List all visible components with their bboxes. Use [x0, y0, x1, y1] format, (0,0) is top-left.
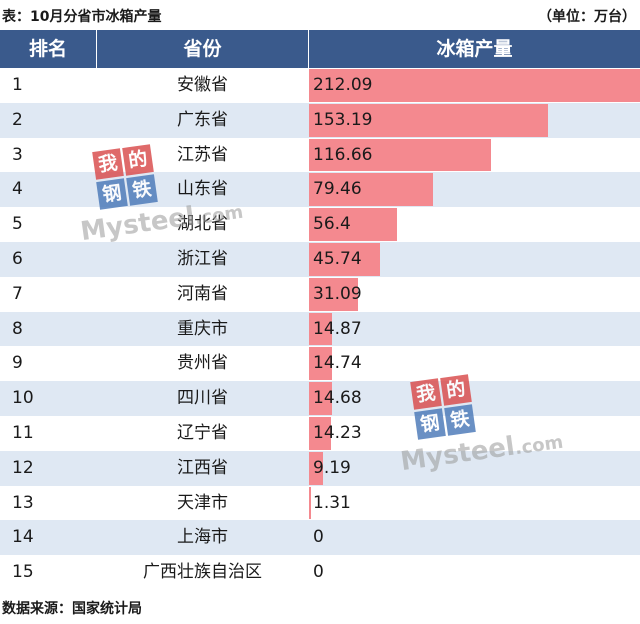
value-bar	[309, 312, 333, 346]
province-cell: 湖北省	[177, 214, 228, 235]
value-bar	[309, 486, 312, 520]
province-cell: 辽宁省	[177, 422, 228, 443]
value-cell: 31.09	[309, 277, 640, 312]
province-cell: 浙江省	[177, 248, 228, 269]
province-cell: 贵州省	[177, 353, 228, 374]
province-cell: 江苏省	[177, 144, 228, 165]
rank-cell: 6	[12, 248, 23, 269]
rank-cell: 13	[12, 492, 34, 513]
value-label: 31.09	[313, 283, 362, 304]
value-label: 153.19	[313, 109, 373, 130]
value-label: 79.46	[313, 179, 362, 200]
province-cell: 四川省	[177, 388, 228, 409]
rank-cell: 1	[12, 75, 23, 95]
header-value: 冰箱产量	[436, 38, 513, 60]
value-bar	[309, 347, 332, 381]
value-bar	[309, 416, 332, 450]
value-label: 9.19	[313, 457, 351, 478]
value-cell: 14.87	[309, 312, 640, 347]
province-cell: 上海市	[177, 527, 228, 548]
value-cell: 56.4	[309, 207, 640, 242]
table-row: 5 湖北省 56.4	[0, 207, 640, 242]
value-label: 14.68	[313, 388, 362, 409]
province-cell: 天津市	[177, 492, 228, 513]
value-cell: 0	[309, 520, 640, 555]
value-bar	[309, 173, 433, 207]
value-label: 0	[313, 562, 324, 583]
value-label: 1.31	[313, 492, 351, 513]
table-row: 4 山东省 79.46	[0, 172, 640, 208]
table-row: 8 重庆市 14.87	[0, 311, 640, 347]
rank-cell: 9	[12, 353, 23, 374]
table-row: 13 天津市 1.31	[0, 485, 640, 521]
rank-cell: 5	[12, 214, 23, 235]
rank-cell: 4	[12, 179, 23, 200]
unit-label: （单位：万台）	[538, 9, 636, 25]
table-row: 2 广东省 153.19	[0, 102, 640, 138]
value-label: 212.09	[313, 75, 373, 95]
table-header: 排名 省份 冰箱产量	[0, 30, 640, 68]
province-cell: 重庆市	[177, 318, 228, 339]
province-cell: 河南省	[177, 283, 228, 304]
value-cell: 0	[309, 555, 640, 590]
rank-cell: 15	[12, 562, 34, 583]
value-label: 56.4	[313, 214, 351, 235]
value-label: 45.74	[313, 248, 362, 269]
rank-cell: 3	[12, 144, 23, 165]
rank-cell: 2	[12, 109, 23, 130]
header-province: 省份	[96, 30, 309, 68]
province-cell: 山东省	[177, 179, 228, 200]
value-bar	[309, 277, 358, 311]
value-cell: 116.66	[309, 138, 640, 173]
value-cell: 79.46	[309, 172, 640, 207]
value-bar	[309, 208, 398, 241]
table-row: 11 辽宁省 14.23	[0, 415, 640, 451]
table-body: 1 安徽省 212.09 2 广东省 153.19 3 江苏省 116.66 4 山东省 79.46 5…	[0, 68, 640, 590]
table-row: 9 贵州省 14.74	[0, 346, 640, 382]
table-caption-bar: 表：10月分省市冰箱产量 （单位：万台）	[0, 0, 640, 30]
value-label: 116.66	[313, 144, 373, 165]
value-bar	[309, 138, 492, 172]
table-row: 14 上海市 0	[0, 520, 640, 556]
value-cell: 14.23	[309, 416, 640, 451]
table-row: 7 河南省 31.09	[0, 276, 640, 312]
table-row: 10 四川省 14.68	[0, 381, 640, 416]
table-row: 6 浙江省 45.74	[0, 241, 640, 277]
province-cell: 广西壮族自治区	[143, 562, 262, 583]
rank-cell: 8	[12, 318, 23, 339]
value-cell: 14.68	[309, 381, 640, 416]
value-cell: 1.31	[309, 486, 640, 521]
value-bar	[309, 451, 324, 485]
value-label: 14.74	[313, 353, 362, 374]
table-row: 15 广西壮族自治区 0	[0, 555, 640, 590]
rank-cell: 10	[12, 388, 34, 409]
value-cell: 212.09	[309, 68, 640, 103]
value-cell: 153.19	[309, 103, 640, 138]
table-row: 3 江苏省 116.66	[0, 137, 640, 173]
value-bar	[309, 69, 640, 102]
value-label: 0	[313, 527, 324, 548]
value-bar	[309, 103, 549, 137]
rank-cell: 11	[12, 422, 34, 443]
value-label: 14.23	[313, 422, 362, 443]
rank-cell: 14	[12, 527, 34, 548]
province-cell: 安徽省	[177, 75, 228, 95]
table-title: 表：10月分省市冰箱产量	[2, 9, 162, 25]
value-cell: 14.74	[309, 346, 640, 381]
value-bar	[309, 382, 332, 415]
value-cell: 45.74	[309, 242, 640, 277]
value-cell: 9.19	[309, 451, 640, 486]
province-cell: 江西省	[177, 457, 228, 478]
province-cell: 广东省	[177, 109, 228, 130]
rank-cell: 12	[12, 457, 34, 478]
value-bar	[309, 242, 381, 276]
header-rank: 排名	[28, 38, 67, 60]
value-label: 14.87	[313, 318, 362, 339]
rank-cell: 7	[12, 283, 23, 304]
table-row: 12 江西省 9.19	[0, 450, 640, 486]
data-source: 数据来源：国家统计局	[2, 601, 142, 617]
table-row: 1 安徽省 212.09	[0, 68, 640, 103]
